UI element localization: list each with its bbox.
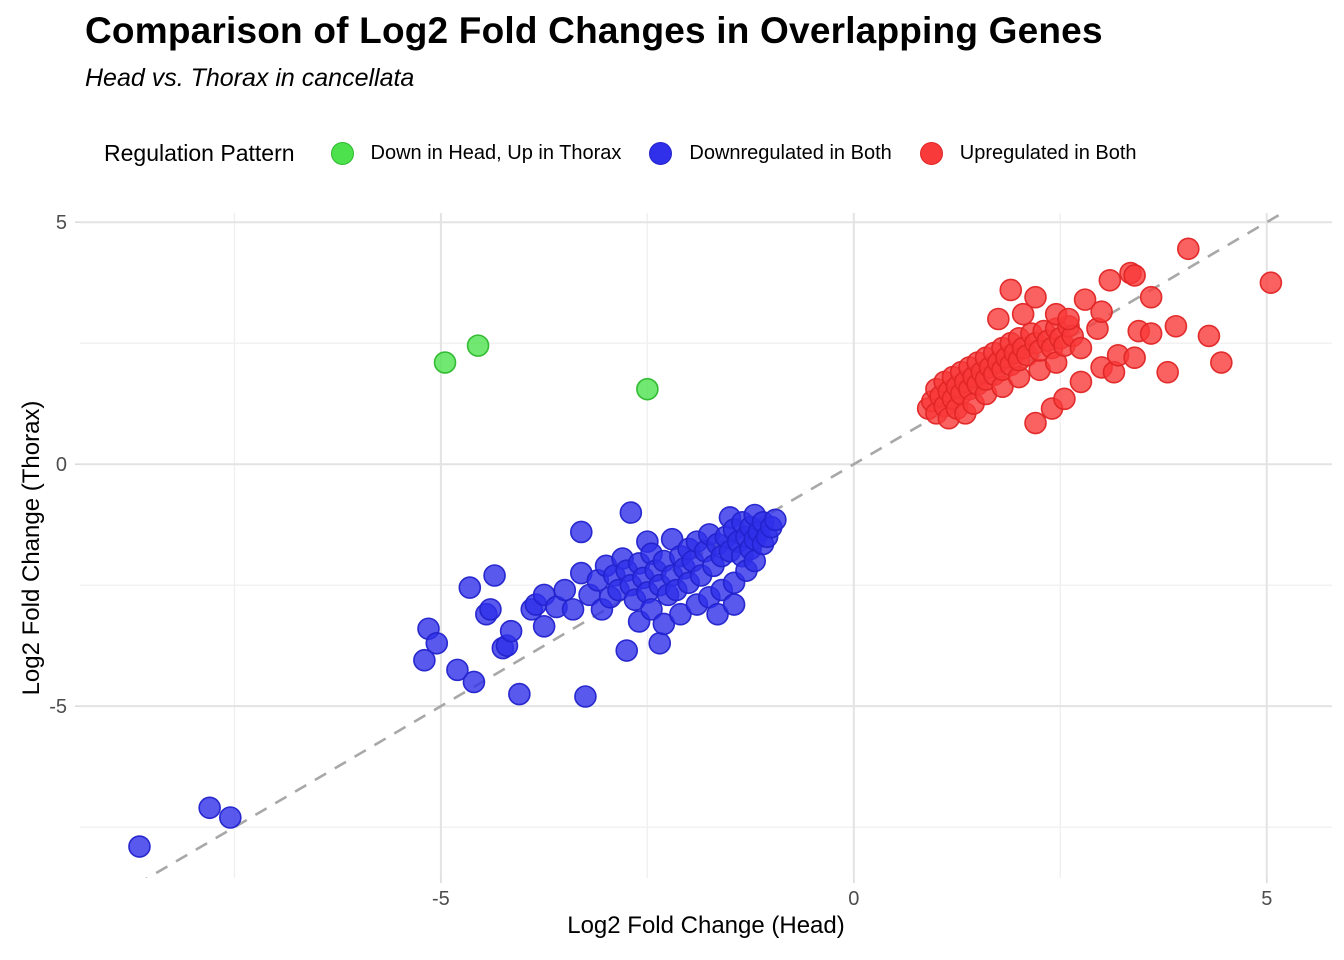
series-downregulated-in-both: [128, 501, 787, 858]
data-point: [1069, 370, 1093, 394]
data-point: [425, 631, 449, 655]
legend: Regulation Pattern Down in Head, Up in T…: [104, 134, 1137, 172]
data-point: [1123, 264, 1146, 287]
data-point: [462, 670, 486, 694]
y-axis-title: Log2 Fold Change (Thorax): [18, 400, 45, 696]
legend-item-down-both: Downregulated in Both: [649, 141, 892, 165]
data-point: [574, 685, 597, 708]
data-point: [764, 508, 787, 532]
data-point: [532, 615, 556, 638]
data-point: [1073, 288, 1097, 311]
series-upregulated-in-both: [916, 237, 1283, 435]
data-point: [640, 598, 663, 621]
blue-dot-icon: [649, 141, 673, 165]
data-point: [483, 564, 506, 587]
data-point: [1024, 285, 1047, 309]
data-point: [499, 619, 523, 643]
data-point: [1139, 322, 1163, 345]
data-point: [1011, 302, 1035, 326]
data-point: [1259, 271, 1283, 294]
data-point: [553, 578, 577, 602]
data-point: [413, 648, 436, 672]
legend-item-up-both: Upregulated in Both: [919, 141, 1137, 165]
green-dot-icon: [330, 141, 354, 165]
data-point: [648, 631, 672, 655]
y-tick-label: -5: [49, 696, 67, 718]
legend-item-label: Down in Head, Up in Thorax: [370, 141, 622, 164]
data-point: [446, 658, 469, 682]
legend-title: Regulation Pattern: [104, 139, 295, 166]
data-point: [669, 602, 692, 626]
data-point: [128, 835, 151, 858]
data-point: [615, 639, 639, 662]
data-point: [466, 334, 490, 357]
data-point: [198, 796, 221, 820]
data-point: [561, 598, 585, 621]
data-point: [1123, 346, 1146, 370]
series-down-in-head-up-in-thorax: [433, 334, 659, 401]
axis-ticks: -5 0 5 5 0 -5: [49, 212, 1272, 910]
legend-item-label: Upregulated in Both: [959, 141, 1137, 164]
data-point: [1197, 324, 1221, 348]
data-point: [458, 576, 482, 599]
y-tick-label: 0: [56, 454, 67, 476]
legend-item-label: Downregulated in Both: [689, 141, 892, 164]
data-point: [636, 377, 659, 401]
identity-line: [145, 213, 1286, 878]
data-point: [219, 806, 242, 829]
red-dot-icon: [919, 141, 943, 165]
page-subtitle: Head vs. Thorax in cancellata: [85, 64, 415, 92]
x-tick-label: 0: [848, 888, 859, 910]
data-point: [1057, 307, 1080, 331]
page-title: Comparison of Log2 Fold Changes in Overl…: [85, 10, 1103, 51]
data-point: [999, 278, 1023, 302]
data-point: [433, 351, 457, 374]
data-point: [1156, 360, 1179, 384]
data-point: [1139, 285, 1163, 309]
x-tick-label: 5: [1261, 888, 1272, 910]
data-point: [652, 612, 676, 636]
x-axis-title: Log2 Fold Change (Head): [567, 912, 845, 939]
y-tick-label: 5: [56, 212, 67, 234]
data-point: [1024, 411, 1047, 435]
data-point: [1210, 351, 1233, 374]
data-point: [479, 598, 502, 621]
data-point: [569, 520, 593, 544]
data-point: [1069, 336, 1093, 360]
data-point: [706, 602, 729, 626]
data-point: [1053, 387, 1076, 411]
data-point: [508, 682, 531, 706]
data-point: [1098, 268, 1122, 292]
data-point: [1090, 300, 1113, 324]
data-point: [722, 593, 746, 616]
data-point: [619, 501, 643, 524]
data-point: [987, 307, 1010, 331]
legend-item-down-up: Down in Head, Up in Thorax: [330, 141, 622, 165]
data-point: [1177, 237, 1200, 261]
data-point: [1164, 314, 1188, 338]
x-tick-label: -5: [432, 888, 450, 910]
